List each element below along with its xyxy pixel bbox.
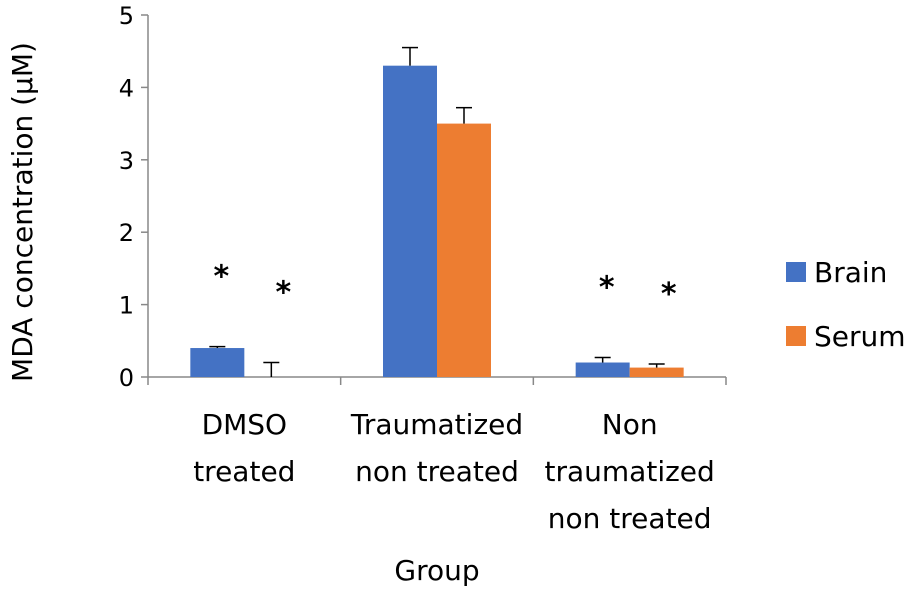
significance-star-serum-2: * [661, 277, 677, 312]
y-axis-title: MDA concentration (µM) [6, 42, 39, 382]
y-tick-label: 1 [119, 292, 134, 320]
axis-labels: 0 1 2 3 4 5 DMSO treated Traumatized non treated N… [6, 2, 715, 587]
significance-markers: * * * * [213, 260, 676, 312]
legend-label-serum: Serum [814, 320, 906, 353]
x-category-label: DMSO [202, 408, 288, 441]
x-category-label: Traumatized [350, 408, 523, 441]
y-tick-label: 2 [119, 219, 134, 247]
legend-swatch-brain [786, 262, 806, 282]
legend: Brain Serum [786, 256, 906, 353]
y-tick-label: 0 [119, 364, 134, 392]
y-tick-label: 5 [119, 2, 134, 30]
x-category-label: non treated [548, 502, 712, 535]
bar-brain-0 [190, 348, 245, 377]
error-bars [209, 46, 665, 377]
x-axis-title: Group [394, 554, 479, 587]
legend-swatch-serum [786, 326, 806, 346]
bar-serum-2 [629, 367, 684, 377]
bar-serum-1 [437, 123, 491, 377]
legend-label-brain: Brain [814, 256, 887, 289]
significance-star-brain-0: * [213, 260, 229, 295]
y-tick-label: 3 [119, 147, 134, 175]
x-category-label: traumatized [545, 455, 715, 488]
x-category-label: Non [602, 408, 658, 441]
x-category-label: non treated [355, 455, 519, 488]
significance-star-serum-0: * [275, 276, 291, 311]
bars [190, 65, 684, 378]
bar-brain-1 [383, 65, 437, 378]
significance-star-brain-2: * [599, 270, 615, 305]
y-tick-label: 4 [119, 74, 134, 102]
x-category-label: treated [193, 455, 295, 488]
bar-brain-2 [575, 362, 630, 377]
